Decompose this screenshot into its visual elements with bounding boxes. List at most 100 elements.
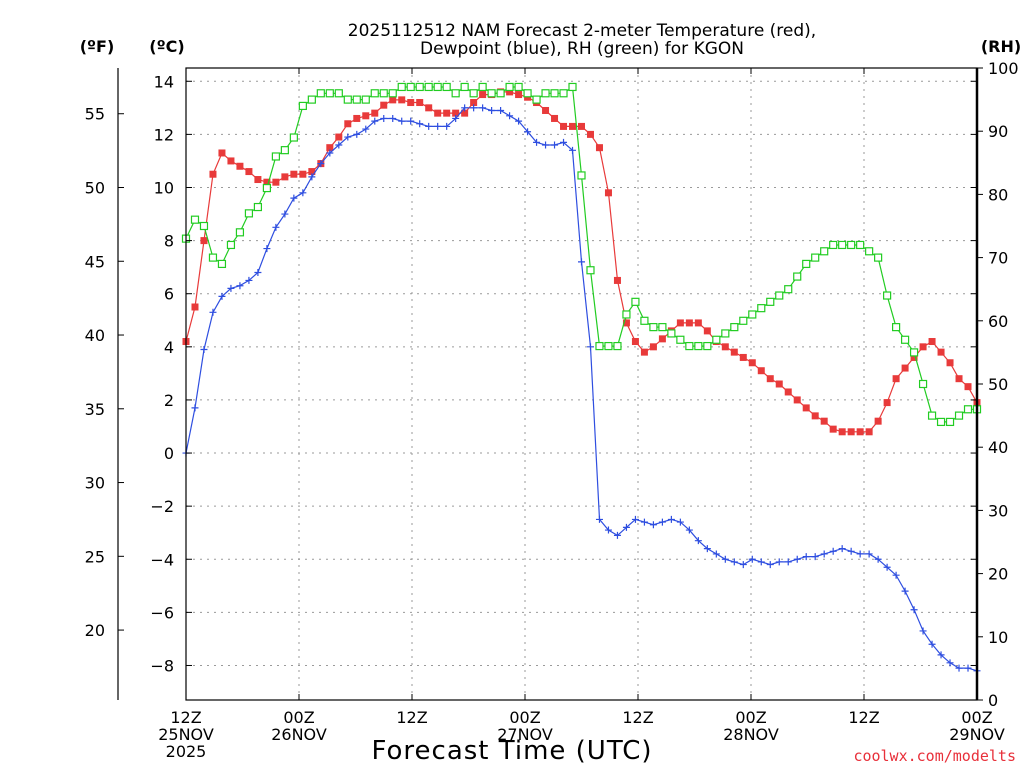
dewpoint-point <box>200 345 208 353</box>
dewpoint-point <box>560 138 568 146</box>
dewpoint-point <box>910 606 918 614</box>
temperature-point <box>560 122 568 130</box>
rh-point <box>775 291 784 300</box>
temperature-point <box>676 319 684 327</box>
rh-tick-label: 90 <box>988 122 1008 141</box>
temperature-point <box>290 170 298 178</box>
fahrenheit-tick-label: 30 <box>85 474 105 493</box>
x-tick-label: 29NOV <box>949 725 1005 744</box>
rh-point <box>298 101 307 111</box>
dewpoint-point <box>569 146 577 154</box>
rh-point <box>325 89 334 98</box>
celsius-tick-label: −6 <box>150 603 174 622</box>
temperature-point <box>595 144 603 152</box>
dewpoint-point <box>595 515 603 523</box>
x-tick-label: 2025 <box>166 742 207 761</box>
celsius-tick-label: −8 <box>150 656 174 675</box>
temperature-point <box>829 425 837 433</box>
dewpoint-point <box>838 545 846 553</box>
rh-point <box>433 82 442 92</box>
temperature-point <box>407 99 415 107</box>
temperature-point <box>964 383 972 391</box>
credit-text: coolwx.com/modelts <box>853 747 1016 765</box>
dewpoint-point <box>380 114 388 122</box>
rh-tick-label: 50 <box>988 375 1008 394</box>
temperature-point <box>209 170 217 178</box>
dewpoint-point <box>586 343 594 351</box>
dewpoint-point <box>658 518 666 526</box>
rh-point <box>631 297 640 306</box>
dewpoint-point <box>335 141 343 149</box>
rh-point <box>541 89 550 98</box>
rh-point <box>334 89 343 98</box>
dewpoint-point <box>604 526 612 534</box>
dewpoint-point <box>883 563 891 571</box>
temperature-point <box>569 122 577 130</box>
rh-tick-label: 100 <box>988 59 1019 78</box>
rh-point <box>478 82 487 92</box>
temperature-point <box>425 104 433 112</box>
rh-point <box>370 89 379 98</box>
chart-title-line-1: 2025112512 NAM Forecast 2-meter Temperat… <box>348 21 816 41</box>
temperature-point <box>191 303 199 311</box>
rh-point <box>694 341 703 351</box>
dewpoint-point <box>281 210 289 218</box>
celsius-tick-label: −2 <box>150 497 174 516</box>
temperature-point <box>353 114 361 122</box>
temperature-point <box>218 149 226 157</box>
temperature-point <box>721 343 729 351</box>
fahrenheit-tick-label: 35 <box>85 400 105 419</box>
rh-point <box>496 89 505 98</box>
fahrenheit-tick-label: 45 <box>85 252 105 271</box>
plot-frame <box>185 67 978 701</box>
dewpoint-point <box>443 122 451 130</box>
temperature-point <box>919 343 927 351</box>
dewpoint-point <box>667 515 675 523</box>
rh-point <box>244 209 254 218</box>
celsius-tick-label: 0 <box>164 444 174 463</box>
temperature-point <box>398 96 406 104</box>
rh-point <box>406 82 415 92</box>
temperature-point <box>263 178 271 186</box>
celsius-tick-label: 4 <box>164 338 174 357</box>
celsius-tick-label: 6 <box>164 285 174 304</box>
dewpoint-point <box>524 128 532 136</box>
rh-point <box>766 297 775 306</box>
dewpoint-point <box>245 276 253 284</box>
temperature-point <box>955 375 963 383</box>
rh-point <box>595 341 604 351</box>
rh-point <box>739 316 748 325</box>
x-tick-label: 00Z <box>509 708 540 727</box>
temperature-point <box>254 176 262 184</box>
grid-lines <box>185 68 978 700</box>
rh-unit-label: (RH) <box>981 37 1021 56</box>
dewpoint-point <box>757 558 765 566</box>
temperature-point <box>434 109 442 117</box>
x-tick-label: 00Z <box>961 708 992 727</box>
rh-point <box>415 82 424 92</box>
dewpoint-point <box>209 308 217 316</box>
rh-point <box>865 247 874 256</box>
rh-point <box>667 329 676 338</box>
temperature-point <box>308 168 316 176</box>
dewpoint-point <box>362 125 370 133</box>
rh-point <box>712 335 721 344</box>
celsius-tick-label: 12 <box>154 125 174 144</box>
temperature-point <box>380 101 388 109</box>
temperature-point <box>901 364 909 372</box>
temperature-point <box>227 157 235 165</box>
dewpoint-point <box>766 561 774 569</box>
x-tick-label: 26NOV <box>271 725 327 744</box>
dewpoint-point <box>793 555 801 563</box>
rh-point <box>802 259 811 269</box>
temperature-point <box>631 338 639 346</box>
dewpoint-point <box>622 523 630 531</box>
dewpoint-point <box>631 515 639 523</box>
dewpoint-point <box>955 664 963 672</box>
x-tick-label: 12Z <box>170 708 201 727</box>
rh-point <box>927 411 937 420</box>
x-tick-label: 00Z <box>283 708 314 727</box>
temperature-point <box>335 133 343 141</box>
temperature-point <box>245 168 253 176</box>
rh-tick-label: 10 <box>988 628 1008 647</box>
